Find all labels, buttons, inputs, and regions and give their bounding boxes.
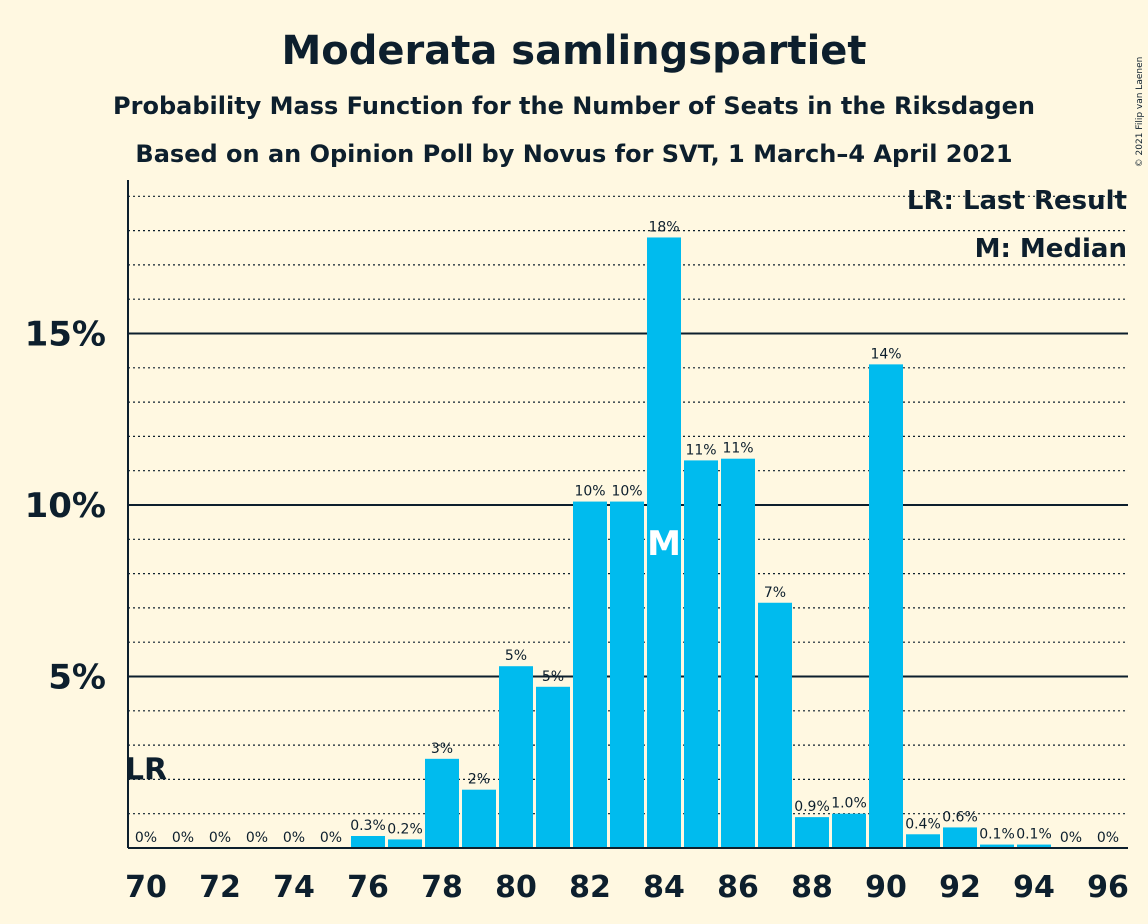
bar-label-96: 0% <box>1097 830 1119 846</box>
x-tick-label: 84 <box>643 870 685 905</box>
x-tick-label: 74 <box>273 870 315 905</box>
bar-91 <box>906 834 940 848</box>
x-tick-label: 94 <box>1013 870 1055 905</box>
chart-title: Moderata samlingspartiet <box>281 28 866 74</box>
copyright-text: © 2021 Filip van Laenen <box>1135 57 1145 168</box>
chart-subtitle-2: Based on an Opinion Poll by Novus for SV… <box>135 140 1012 168</box>
last-result-marker: LR <box>125 752 167 787</box>
x-tick-label: 90 <box>865 870 907 905</box>
legend-last-result: LR: Last Result <box>907 186 1127 216</box>
bar-label-83: 10% <box>611 484 642 500</box>
x-tick-label: 86 <box>717 870 759 905</box>
x-tick-label: 76 <box>347 870 389 905</box>
bar-label-90: 14% <box>870 346 901 362</box>
x-tick-label: 96 <box>1087 870 1129 905</box>
bars <box>351 237 1051 848</box>
bar-89 <box>832 813 866 848</box>
bar-92 <box>943 827 977 848</box>
y-tick-label: 10% <box>25 486 106 526</box>
bar-93 <box>980 844 1014 848</box>
bar-label-87: 7% <box>764 585 786 601</box>
bar-labels: 0% 0% 0% 0% 0% 0% 0.3% 0.2% 3% 2% 5% 5% 10% 10% 18% 11%… <box>125 219 1119 846</box>
bar-label-89: 1.0% <box>831 796 867 812</box>
bar-94 <box>1017 844 1051 848</box>
bar-label-74: 0% <box>283 830 305 846</box>
bar-label-81: 5% <box>542 669 564 685</box>
bar-81 <box>536 686 570 848</box>
bar-78 <box>425 758 459 848</box>
x-tick-label: 88 <box>791 870 833 905</box>
bar-label-93: 0.1% <box>979 827 1015 843</box>
bar-86 <box>721 458 755 848</box>
bar-label-86: 11% <box>722 441 753 457</box>
bar-77 <box>388 839 422 848</box>
y-tick-label: 15% <box>25 315 106 355</box>
axes: 5% 10% 15% 70 72 74 76 78 80 82 84 86 88 90 92 94 96 <box>25 180 1129 905</box>
bar-label-77: 0.2% <box>387 821 423 837</box>
bar-label-82: 10% <box>574 484 605 500</box>
chart-subtitle-1: Probability Mass Function for the Number… <box>113 92 1035 120</box>
bar-label-72: 0% <box>209 830 231 846</box>
bar-90 <box>869 364 903 848</box>
bar-83 <box>610 501 644 848</box>
bar-76 <box>351 835 385 848</box>
bar-80 <box>499 666 533 848</box>
bar-label-71: 0% <box>172 830 194 846</box>
bar-label-78: 3% <box>431 741 453 757</box>
x-tick-label: 72 <box>199 870 241 905</box>
legend-median: M: Median <box>975 234 1127 264</box>
bar-label-84: 18% <box>648 219 679 235</box>
bar-label-76: 0.3% <box>350 818 386 834</box>
y-tick-label: 5% <box>48 658 106 698</box>
median-marker: M <box>647 524 681 564</box>
x-tick-label: 92 <box>939 870 981 905</box>
bar-88 <box>795 817 829 848</box>
bar-label-70: 0% <box>135 830 157 846</box>
bar-84 <box>647 237 681 848</box>
bar-87 <box>758 602 792 848</box>
bar-82 <box>573 501 607 848</box>
bar-label-95: 0% <box>1060 830 1082 846</box>
x-tick-label: 70 <box>125 870 167 905</box>
bar-label-79: 2% <box>468 772 490 788</box>
bar-label-75: 0% <box>320 830 342 846</box>
bar-label-91: 0.4% <box>905 816 941 832</box>
x-tick-label: 78 <box>421 870 463 905</box>
bar-label-94: 0.1% <box>1016 827 1052 843</box>
bar-label-85: 11% <box>685 442 716 458</box>
bar-79 <box>462 789 496 848</box>
x-tick-label: 82 <box>569 870 611 905</box>
bar-label-92: 0.6% <box>942 809 978 825</box>
bar-label-88: 0.9% <box>794 799 830 815</box>
bar-label-73: 0% <box>246 830 268 846</box>
bar-label-80: 5% <box>505 648 527 664</box>
x-tick-label: 80 <box>495 870 537 905</box>
bar-85 <box>684 460 718 848</box>
